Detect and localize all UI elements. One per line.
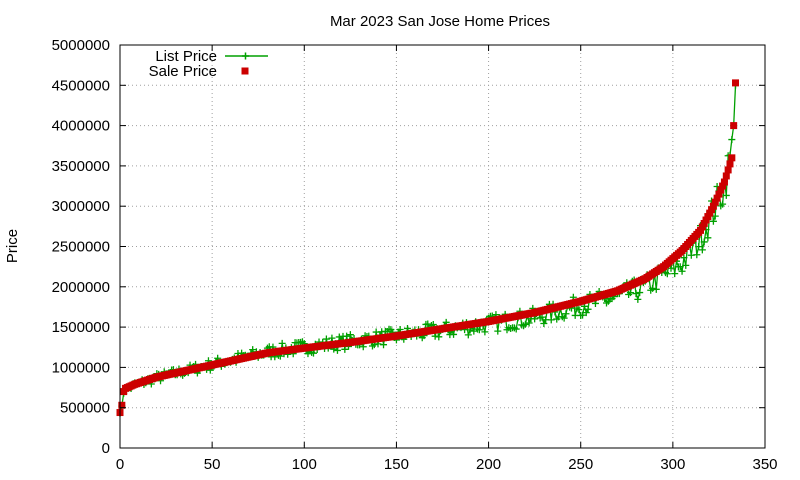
list-price-point [682,261,690,269]
list-price-point [680,254,688,262]
list-price-point [359,343,367,351]
sale-price-point [720,178,728,186]
list-price-point [663,270,671,278]
list-price-point [671,270,679,278]
list-price-point [626,289,634,297]
list-price-point [709,217,717,225]
list-price-point [722,191,730,199]
list-price-point [481,328,489,336]
axis-ticks: 0 50 100 150 200 250 300 350 0 500000 1000000 15000… [52,37,778,473]
list-price-point [310,349,317,357]
y-tick-label: 4000000 [52,118,110,135]
list-price-point [547,316,555,324]
x-tick-label: 200 [476,456,501,473]
list-price-point [560,314,568,322]
y-tick-label: 5000000 [52,37,110,54]
y-tick-label: 2000000 [52,279,110,296]
sale-price-point [722,172,730,180]
sale-price-point [728,154,736,162]
x-tick-label: 150 [384,456,409,473]
list-price-point [380,341,388,349]
list-price-point [652,285,660,293]
list-price-point [525,319,533,327]
sale-price-point [711,198,719,206]
list-price-point [693,251,701,259]
list-price-point [343,332,351,340]
sale-price-point [709,202,717,210]
y-tick-label: 1500000 [52,319,110,336]
legend-label-list-price: List Price [155,48,217,65]
list-price-point [649,284,657,292]
list-price-point [346,331,354,339]
y-tick-label: 3000000 [52,198,110,215]
x-tick-label: 50 [204,456,221,473]
list-price-point [728,136,736,144]
list-price-point [698,246,706,254]
list-price-point [538,313,546,321]
list-price-point [464,331,472,339]
sale-price-point [713,194,721,202]
list-price-point [521,320,529,328]
list-price-point [719,200,727,208]
list-price-point [512,325,520,333]
y-tick-label: 0 [102,440,110,457]
list-price-point [676,263,684,271]
sale-price-point [719,182,727,190]
x-tick-label: 0 [116,456,124,473]
list-price-point [695,243,703,251]
legend-label-sale-price: Sale Price [149,63,217,80]
y-tick-label: 1000000 [52,359,110,376]
list-price-point [704,234,712,242]
list-price-point [322,335,330,343]
list-price-point [249,346,257,354]
list-price-point [632,290,640,298]
sale-price-point [726,160,734,168]
list-price-point [540,319,548,327]
y-axis-label: Price [4,229,21,263]
list-price-point [531,315,539,323]
series-sale-price [116,79,740,417]
list-price-point [584,305,592,313]
x-tick-label: 250 [568,456,593,473]
list-price-point [634,295,642,303]
x-tick-label: 100 [292,456,317,473]
sale-price-point [717,186,725,194]
list-price-point [328,334,336,342]
list-price-point [333,346,341,354]
list-price-point [470,327,478,335]
list-price-point [678,267,686,275]
list-price-point [278,339,286,347]
sale-price-point [715,190,723,198]
legend-marker-sale-price [241,67,249,75]
list-price-point [562,310,570,318]
x-tick-label: 350 [752,456,777,473]
list-price-point [494,327,502,335]
list-price-point [435,333,443,341]
legend: List Price Sale Price [149,48,268,80]
y-tick-label: 500000 [60,400,110,417]
sale-price-point [730,122,738,130]
y-tick-label: 4500000 [52,77,110,94]
x-tick-label: 300 [660,456,685,473]
chart-title: Mar 2023 San Jose Home Prices [330,13,550,30]
y-tick-label: 3500000 [52,158,110,175]
list-price-point [450,330,458,338]
sale-price-point [118,401,126,409]
y-tick-label: 2500000 [52,239,110,256]
list-price-point [636,289,644,297]
list-price-point [475,326,483,334]
list-price-point [575,306,583,314]
legend-marker-list-price [242,52,249,60]
sale-price-point [732,79,740,87]
list-price-point [579,311,587,319]
list-price-point [700,238,708,246]
sale-price-point [724,166,732,174]
list-price-point [341,345,349,353]
